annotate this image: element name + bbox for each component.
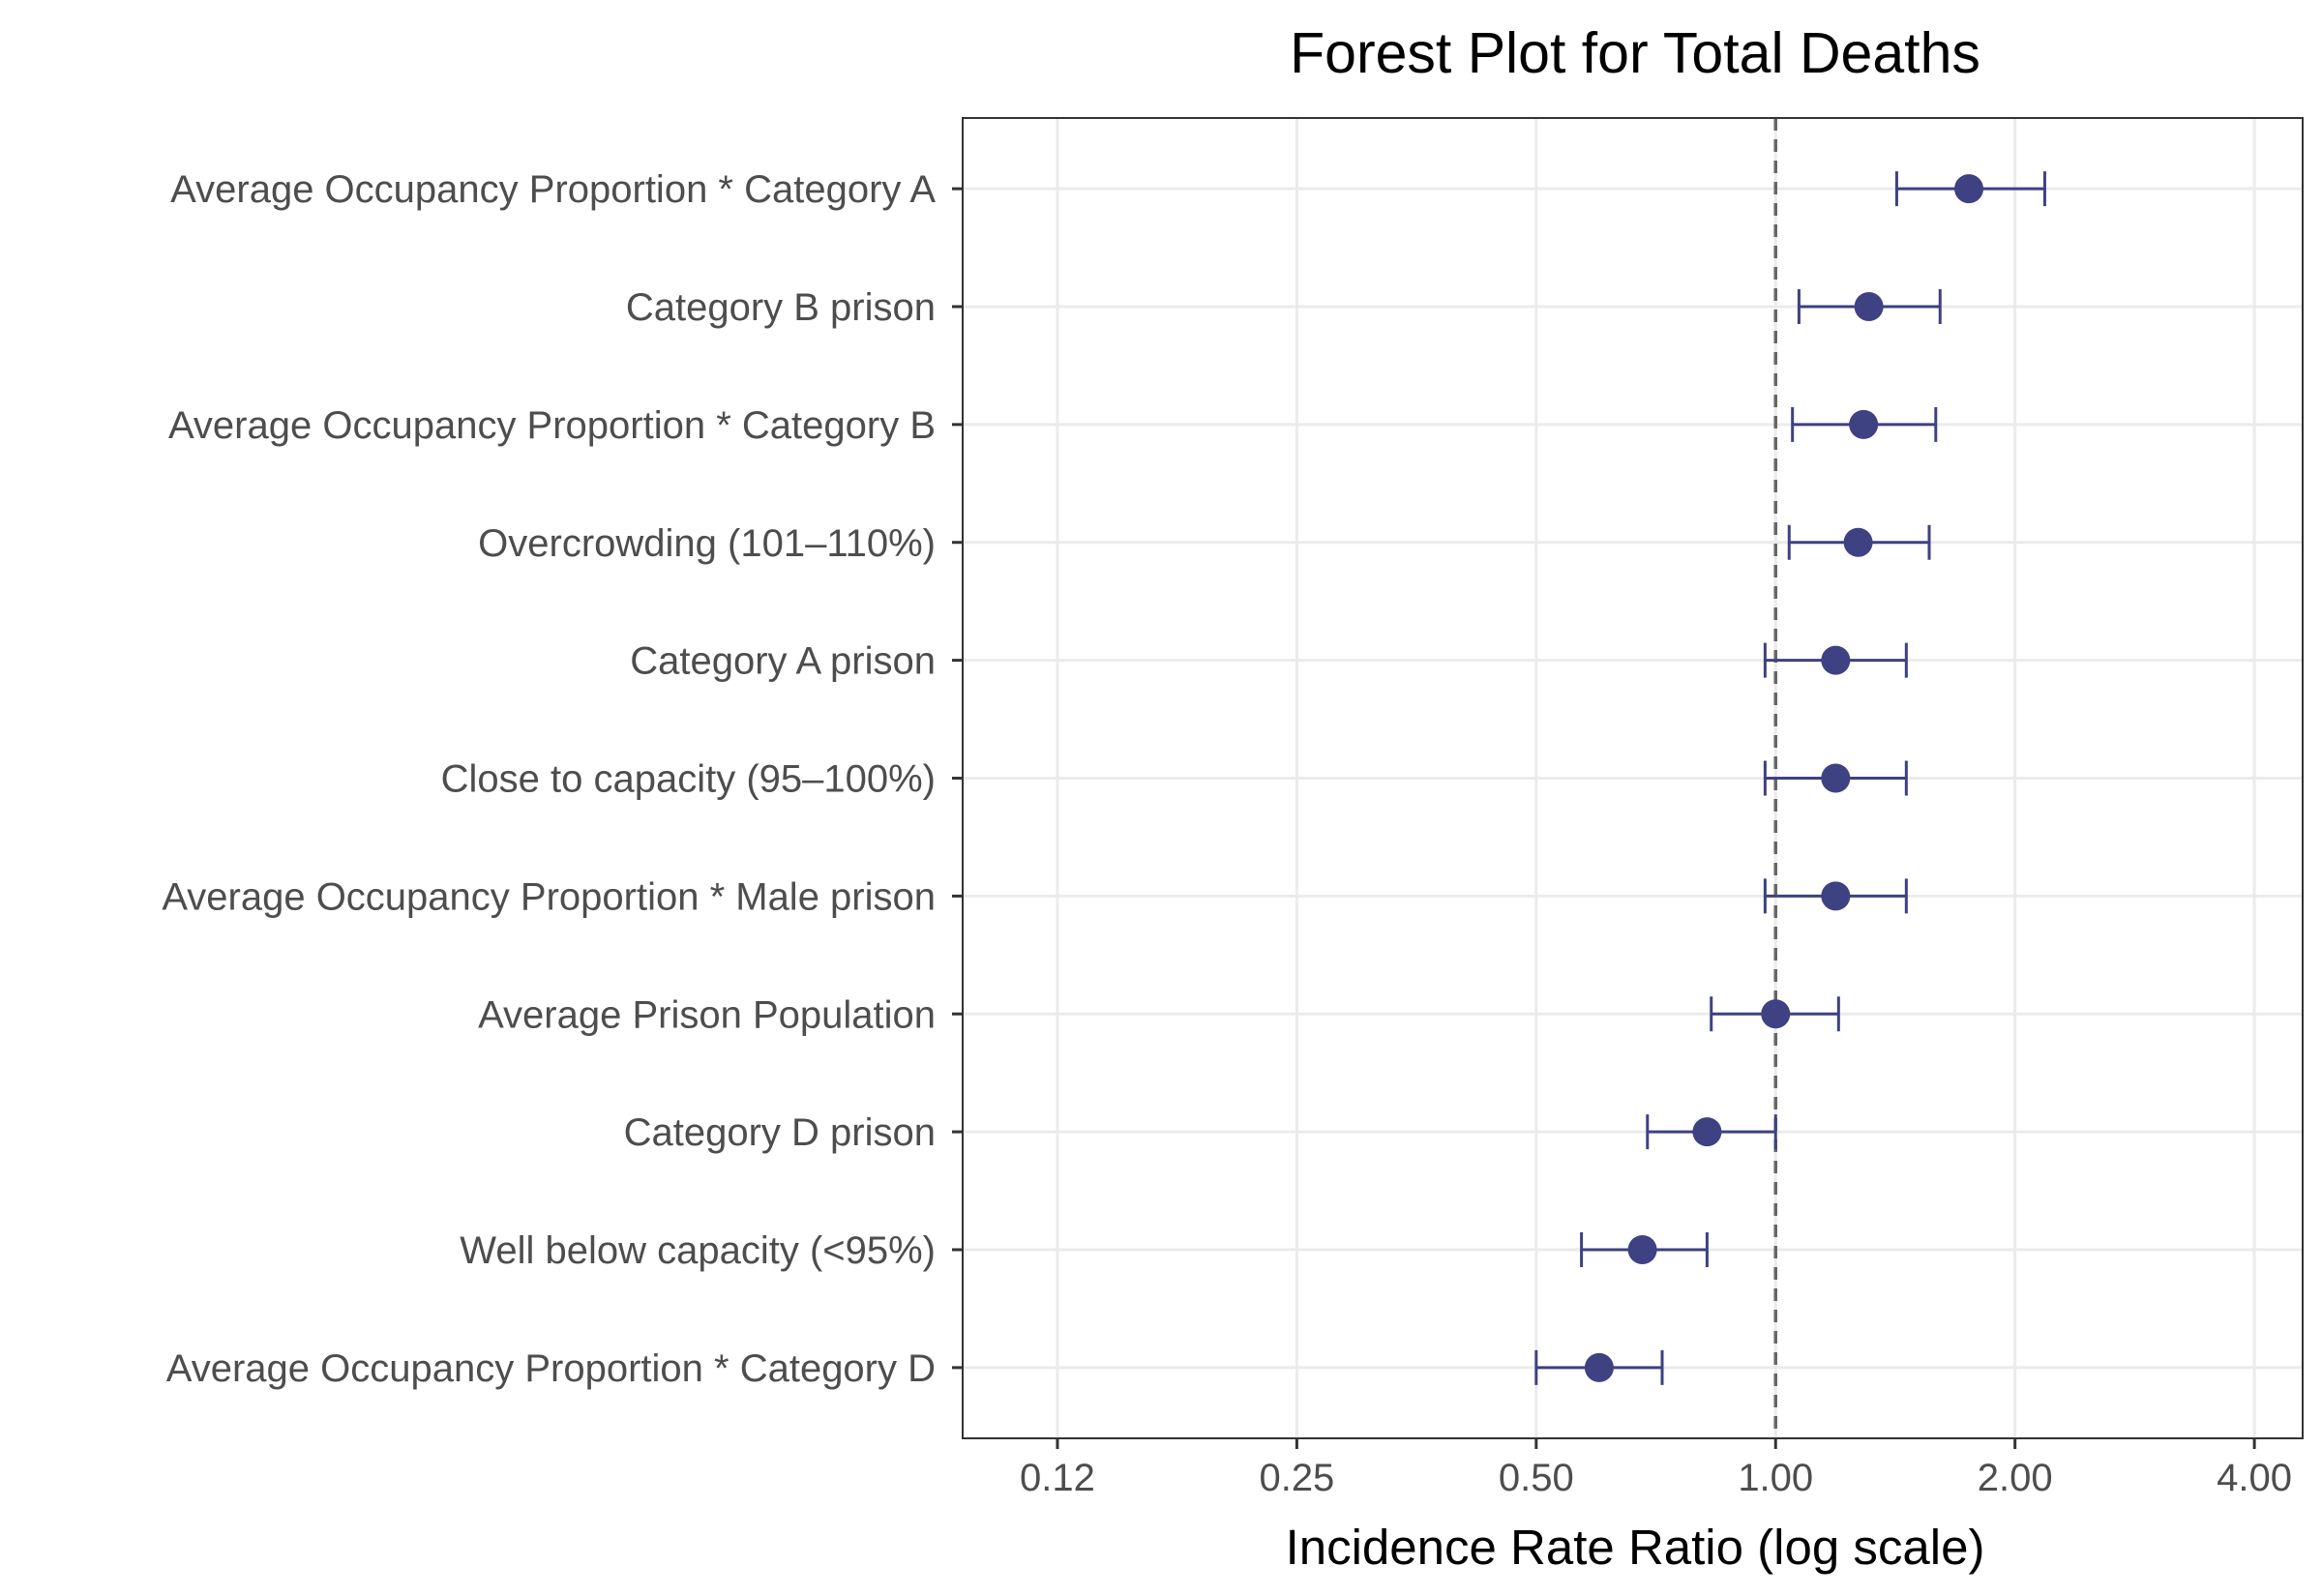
x-tick-label: 0.12 xyxy=(1020,1457,1095,1499)
y-axis: Average Occupancy Proportion * Category … xyxy=(162,168,963,1390)
point-estimate xyxy=(1843,527,1873,557)
y-tick-label: Category A prison xyxy=(630,640,936,683)
point-estimate xyxy=(1627,1235,1657,1264)
chart-title: Forest Plot for Total Deaths xyxy=(1290,21,1980,85)
point-estimate xyxy=(1821,881,1851,911)
x-tick-label: 0.25 xyxy=(1259,1457,1334,1499)
y-tick-label: Overcrowding (101–110%) xyxy=(478,522,936,565)
x-tick-label: 4.00 xyxy=(2217,1457,2292,1499)
x-axis: 0.12 0.25 0.50 1.00 2.00 4.00 xyxy=(1020,1438,2292,1499)
y-tick-label: Average Occupancy Proportion * Category … xyxy=(166,1347,936,1390)
point-estimate xyxy=(1849,409,1879,439)
x-tick-label: 1.00 xyxy=(1738,1457,1813,1499)
y-tick-label: Close to capacity (95–100%) xyxy=(441,758,936,801)
y-tick-label: Average Prison Population xyxy=(478,993,936,1036)
x-tick-label: 0.50 xyxy=(1499,1457,1574,1499)
y-tick-label: Average Occupancy Proportion * Category … xyxy=(168,404,936,447)
y-tick-label: Average Occupancy Proportion * Category … xyxy=(170,168,936,211)
point-estimate xyxy=(1954,174,1984,204)
data-marks xyxy=(1534,171,2046,1385)
y-tick-label: Average Occupancy Proportion * Male pris… xyxy=(162,875,936,918)
y-tick-label: Category B prison xyxy=(626,286,936,329)
point-estimate xyxy=(1584,1352,1614,1382)
y-tick-label: Well below capacity (<95%) xyxy=(460,1229,936,1272)
point-estimate xyxy=(1761,999,1791,1029)
x-tick-label: 2.00 xyxy=(1978,1457,2053,1499)
point-estimate xyxy=(1854,292,1884,321)
point-estimate xyxy=(1692,1117,1722,1147)
point-estimate xyxy=(1821,763,1851,793)
x-axis-label: Incidence Rate Ratio (log scale) xyxy=(1286,1520,1985,1575)
point-estimate xyxy=(1821,645,1851,675)
y-tick-label: Category D prison xyxy=(624,1111,936,1154)
